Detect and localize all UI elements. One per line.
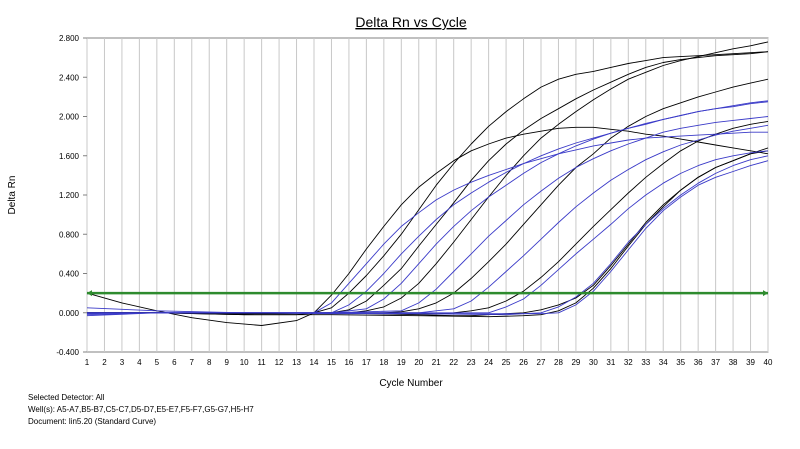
x-tick-label: 25: [502, 358, 511, 367]
amplification-curve: [87, 51, 769, 316]
x-tick-label: 27: [537, 358, 546, 367]
x-tick-label: 9: [224, 358, 229, 367]
amplification-curve: [86, 100, 769, 317]
y-tick-label: 0.400: [59, 270, 80, 279]
y-tick-label: 2.000: [59, 113, 80, 122]
plot-frame: [86, 37, 769, 353]
document-text: Document: lin5.20 (Standard Curve): [28, 417, 157, 426]
x-tick-label: 31: [606, 358, 615, 367]
x-tick-label: 38: [729, 358, 738, 367]
x-tick-label: 20: [414, 358, 423, 367]
x-tick-label: 29: [571, 358, 580, 367]
y-tick-label: -0.400: [56, 348, 79, 357]
y-tick-label: 0.800: [59, 230, 80, 239]
threshold-handle-right: [763, 290, 768, 297]
x-tick-label: 5: [155, 358, 160, 367]
y-tick-label: 1.600: [59, 152, 80, 161]
amplification-curve: [87, 41, 769, 315]
threshold-handle-left: [87, 290, 92, 297]
x-tick-label: 12: [275, 358, 284, 367]
x-tick-label: 34: [659, 358, 668, 367]
x-tick-label: 15: [327, 358, 336, 367]
x-tick-label: 8: [207, 358, 212, 367]
x-tick-label: 23: [467, 358, 476, 367]
y-tick-label: 1.200: [59, 191, 80, 200]
x-tick-label: 4: [137, 358, 142, 367]
x-tick-label: 14: [310, 358, 319, 367]
x-tick-label: 26: [519, 358, 528, 367]
x-tick-label: 40: [764, 358, 773, 367]
x-tick-label: 30: [589, 358, 598, 367]
x-tick-label: 36: [694, 358, 703, 367]
x-tick-label: 21: [432, 358, 441, 367]
x-tick-label: 10: [240, 358, 249, 367]
x-tick-label: 24: [484, 358, 493, 367]
x-axis-label: Cycle Number: [379, 378, 443, 389]
x-tick-label: 18: [379, 358, 388, 367]
amplification-curve: [86, 131, 768, 314]
chart-title: Delta Rn vs Cycle: [355, 14, 466, 30]
x-tick-label: 6: [172, 358, 177, 367]
y-tick-label: 2.400: [59, 73, 80, 82]
selected-detector-text: Selected Detector: All: [28, 393, 105, 402]
amplification-curve: [87, 51, 769, 315]
x-tick-label: 32: [624, 358, 633, 367]
x-tick-label: 7: [190, 358, 195, 367]
x-tick-label: 22: [449, 358, 458, 367]
x-tick-label: 39: [746, 358, 755, 367]
amplification-curve: [86, 126, 769, 326]
y-axis-label: Delta Rn: [7, 176, 18, 215]
x-tick-label: 28: [554, 358, 563, 367]
x-tick-label: 16: [344, 358, 353, 367]
y-tick-label: 0.000: [59, 309, 80, 318]
amplification-curve: [87, 155, 769, 316]
amplification-curve: [87, 116, 769, 314]
x-tick-label: 37: [711, 358, 720, 367]
amplification-curve: [86, 160, 769, 315]
x-tick-label: 33: [641, 358, 650, 367]
y-tick-label: 2.800: [59, 34, 80, 43]
x-tick-label: 13: [292, 358, 301, 367]
x-tick-label: 19: [397, 358, 406, 367]
x-tick-label: 11: [257, 358, 266, 367]
wells-text: Well(s): A5-A7,B5-B7,C5-C7,D5-D7,E5-E7,F…: [28, 405, 254, 414]
x-tick-label: 17: [362, 358, 371, 367]
x-tick-label: 2: [102, 358, 107, 367]
run-info: Selected Detector: All Well(s): A5-A7,B5…: [28, 392, 254, 428]
x-tick-label: 35: [676, 358, 685, 367]
amplification-curve: [87, 147, 769, 318]
x-tick-label: 1: [85, 358, 90, 367]
x-tick-label: 3: [120, 358, 125, 367]
plot-area: 1 2 3 4 5 6 7 8 9 10 11 12 13 14 15 16 17 18 19 20 21 22 23 24 2…: [56, 34, 773, 367]
